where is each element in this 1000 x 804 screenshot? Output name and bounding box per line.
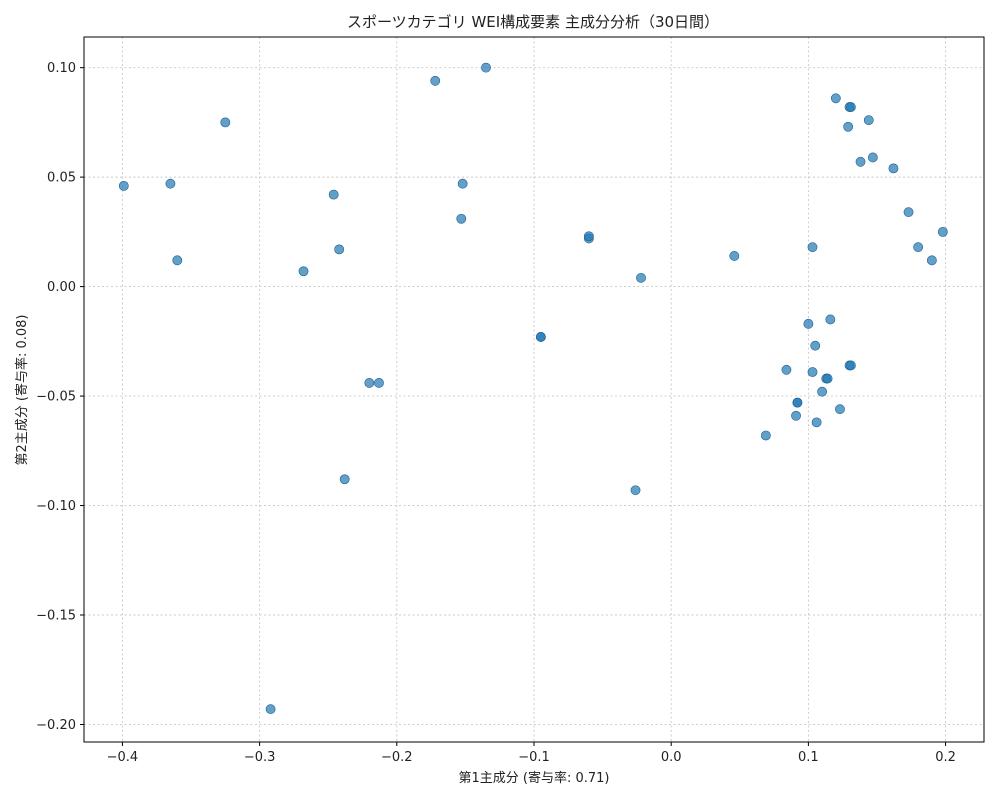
data-point (822, 373, 833, 384)
y-axis-label: 第2主成分 (寄与率: 0.08) (14, 314, 30, 465)
x-tick-label: −0.4 (107, 750, 139, 765)
data-point (803, 318, 814, 329)
data-point (846, 102, 856, 112)
data-point (913, 242, 924, 253)
data-point (334, 244, 345, 255)
data-point (265, 704, 276, 715)
y-tick-label: 0.00 (47, 280, 76, 295)
data-point (298, 266, 309, 277)
data-point (535, 332, 546, 342)
data-point (172, 255, 183, 266)
data-point (630, 485, 641, 496)
data-point (830, 93, 841, 104)
x-tick-label: 0.1 (798, 750, 819, 765)
data-points (118, 62, 948, 715)
data-point (903, 207, 914, 218)
x-tick-label: −0.1 (518, 750, 550, 765)
y-tick-label: 0.05 (47, 171, 76, 186)
x-tick-label: 0.2 (935, 750, 956, 765)
x-tick-label: −0.2 (381, 750, 413, 765)
data-point (863, 115, 874, 126)
data-point (481, 62, 491, 73)
data-point (760, 430, 771, 441)
y-tick-label: −0.10 (36, 499, 76, 514)
data-point (926, 255, 937, 266)
data-point (835, 404, 845, 415)
data-point (811, 417, 822, 428)
x-axis-label: 第1主成分 (寄与率: 0.71) (458, 770, 609, 786)
x-tick-label: 0.0 (661, 750, 682, 765)
data-point (165, 178, 176, 189)
data-point (792, 397, 803, 408)
data-point (374, 378, 384, 388)
data-point (855, 156, 866, 167)
data-point (846, 360, 856, 371)
data-point (810, 340, 821, 351)
data-point (843, 121, 854, 132)
grid-lines (84, 37, 984, 742)
y-tick-label: −0.20 (36, 718, 76, 733)
data-point (781, 364, 792, 375)
data-point (636, 272, 646, 283)
x-tick-label: −0.3 (244, 750, 276, 765)
x-axis-ticks: −0.4 −0.3 −0.2 −0.1 0.0 0.1 0.2 (107, 742, 956, 765)
chart-title: スポーツカテゴリ WEI構成要素 主成分分析（30日間） (347, 13, 719, 31)
data-point (817, 386, 828, 397)
data-point (220, 117, 231, 128)
data-point (888, 163, 899, 174)
data-point (118, 180, 129, 191)
data-point (328, 189, 339, 200)
data-point (791, 410, 801, 421)
data-point (825, 314, 836, 325)
y-tick-label: −0.05 (36, 390, 76, 405)
data-point (456, 213, 467, 224)
data-point (867, 152, 878, 163)
y-tick-label: 0.10 (47, 61, 76, 76)
data-point (583, 231, 594, 242)
data-point (364, 378, 375, 388)
data-point (937, 226, 948, 237)
data-point (430, 75, 441, 86)
data-point (729, 251, 740, 261)
data-point (807, 367, 818, 377)
y-axis-ticks: 0.10 0.05 0.00 −0.05 −0.10 −0.15 −0.20 (36, 61, 84, 733)
y-tick-label: −0.15 (36, 609, 76, 624)
data-point (457, 178, 468, 189)
data-point (807, 242, 818, 253)
data-point (339, 474, 350, 485)
